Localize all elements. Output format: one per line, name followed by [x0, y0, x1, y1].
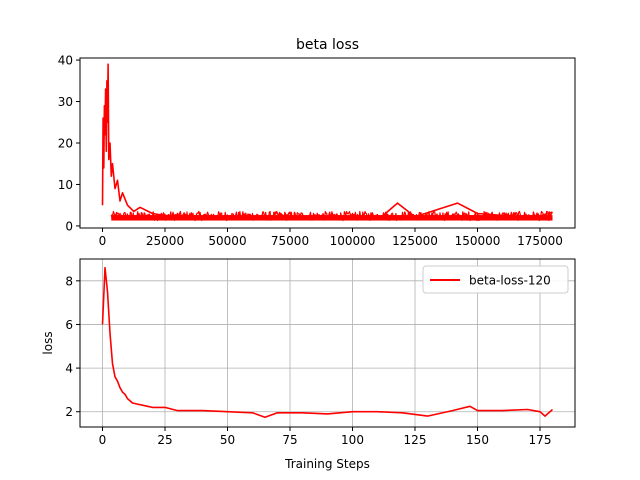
series-dense-band	[111, 215, 553, 221]
x-tick-label: 75000	[271, 234, 309, 248]
x-tick-label: 50	[220, 433, 235, 447]
legend: beta-loss-120	[422, 265, 569, 294]
top-y-axis: 0 10 20 30 40	[58, 54, 80, 233]
x-tick-label: 125	[404, 433, 427, 447]
bottom-series-group	[101, 266, 554, 419]
x-tick-label: 100	[341, 433, 364, 447]
bottom-gridlines	[80, 259, 575, 427]
top-subplot: beta loss 0 25000 50000 75000 100000 125000 15…	[58, 37, 576, 248]
x-tick-label: 150000	[455, 234, 501, 248]
legend-label: beta-loss-120	[469, 274, 551, 288]
x-tick-label: 25000	[146, 234, 184, 248]
bottom-plot-frame	[79, 258, 576, 428]
x-tick-label: 75	[282, 433, 297, 447]
x-tick-label: 25	[157, 433, 172, 447]
bottom-x-axis-title: Training Steps	[284, 457, 370, 471]
x-tick-label: 125000	[392, 234, 438, 248]
x-tick-label: 175	[529, 433, 552, 447]
top-x-axis: 0 25000 50000 75000 100000 125000 150000 175000	[99, 228, 563, 248]
y-tick-label: 40	[58, 54, 73, 68]
y-tick-label: 6	[65, 318, 73, 332]
bottom-x-axis: 0 25 50 75 100 125 150 175	[99, 427, 552, 447]
x-tick-label: 100000	[330, 234, 376, 248]
x-tick-label: 50000	[208, 234, 246, 248]
y-tick-label: 0	[65, 219, 73, 233]
y-tick-label: 4	[65, 362, 73, 376]
y-tick-label: 8	[65, 274, 73, 288]
y-tick-label: 2	[65, 405, 73, 419]
top-plot-title: beta loss	[296, 37, 359, 53]
x-tick-label: 150	[466, 433, 489, 447]
x-tick-label: 175000	[517, 234, 563, 248]
x-tick-label: 0	[99, 234, 107, 248]
y-tick-label: 30	[58, 95, 73, 109]
legend-box	[422, 265, 569, 294]
series-line-beta-loss-120	[101, 266, 554, 419]
bottom-y-axis: 2 4 6 8	[65, 274, 80, 419]
top-series-group	[101, 63, 553, 222]
top-plot-area	[80, 58, 575, 228]
bottom-y-axis-title: loss	[41, 331, 55, 354]
series-line-top-series-0	[101, 63, 553, 218]
x-tick-label: 0	[99, 433, 107, 447]
y-tick-label: 20	[58, 137, 73, 151]
y-tick-label: 10	[58, 178, 73, 192]
